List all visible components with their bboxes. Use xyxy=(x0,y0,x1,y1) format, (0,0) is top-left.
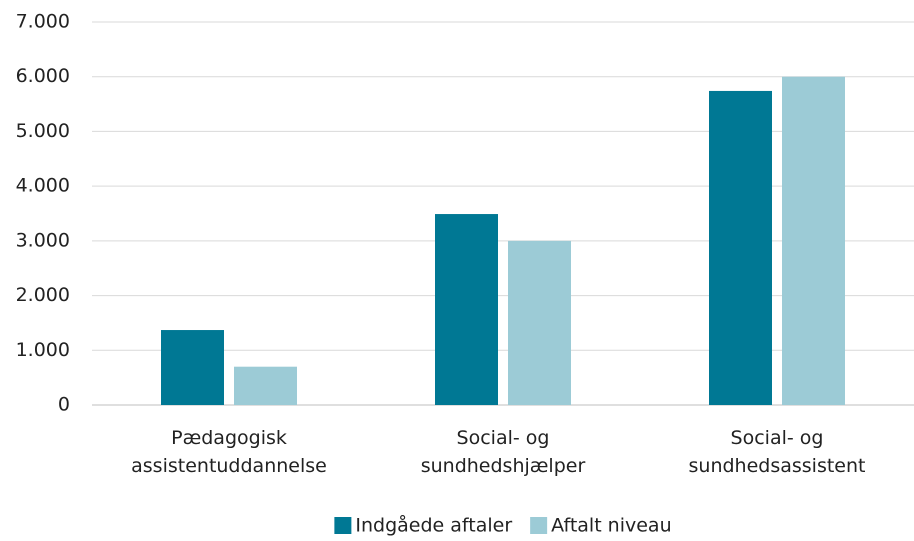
y-tick-label: 4.000 xyxy=(16,175,70,197)
y-tick-label: 5.000 xyxy=(16,120,70,142)
legend-label: Indgåede aftaler xyxy=(355,514,512,537)
bar xyxy=(508,240,571,405)
legend-label: Aftalt niveau xyxy=(551,515,671,537)
bar xyxy=(782,76,845,405)
bar xyxy=(709,90,772,405)
y-tick-label: 6.000 xyxy=(16,65,70,87)
x-tick-label: Social- og sundhedshjælper xyxy=(420,427,586,477)
legend-swatch xyxy=(334,517,352,534)
x-tick-label: Social- og sundhedsassistent xyxy=(688,427,866,477)
y-tick-label: 1.000 xyxy=(16,339,70,361)
bar xyxy=(435,214,498,405)
legend-swatch xyxy=(530,517,548,534)
bar xyxy=(234,366,297,405)
bar xyxy=(161,330,224,405)
y-tick-label: 7.000 xyxy=(16,11,70,33)
y-tick-label: 2.000 xyxy=(16,284,70,306)
y-tick-label: 0 xyxy=(58,394,70,416)
y-tick-label: 3.000 xyxy=(16,229,70,251)
x-tick-label: Pædagogisk assistentuddannelse xyxy=(131,427,327,477)
legend: Indgåede aftaler Aftalt niveau xyxy=(334,514,672,537)
